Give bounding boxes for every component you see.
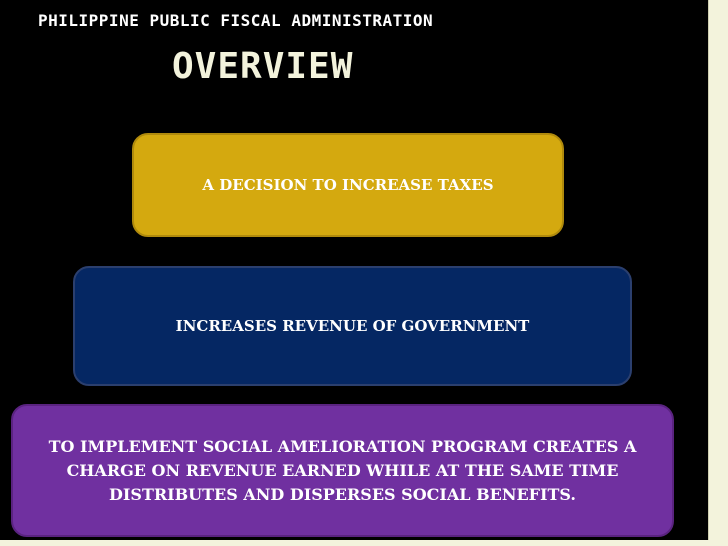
tier-label-top: A DECISION TO INCREASE TAXES: [202, 176, 494, 194]
slide-header: PHILIPPINE PUBLIC FISCAL ADMINISTRATION: [38, 11, 434, 30]
tier-label-middle: INCREASES REVENUE OF GOVERNMENT: [175, 317, 530, 335]
tier-box-middle: INCREASES REVENUE OF GOVERNMENT: [73, 266, 632, 386]
tier-label-bottom: TO IMPLEMENT SOCIAL AMELIORATION PROGRAM…: [48, 436, 637, 504]
tier-box-bottom: TO IMPLEMENT SOCIAL AMELIORATION PROGRAM…: [11, 404, 674, 537]
slide-title: OVERVIEW: [172, 46, 354, 87]
slide-frame-right: [708, 0, 728, 546]
tier-box-top: A DECISION TO INCREASE TAXES: [132, 133, 564, 237]
slide-frame-bottom: [0, 540, 728, 546]
